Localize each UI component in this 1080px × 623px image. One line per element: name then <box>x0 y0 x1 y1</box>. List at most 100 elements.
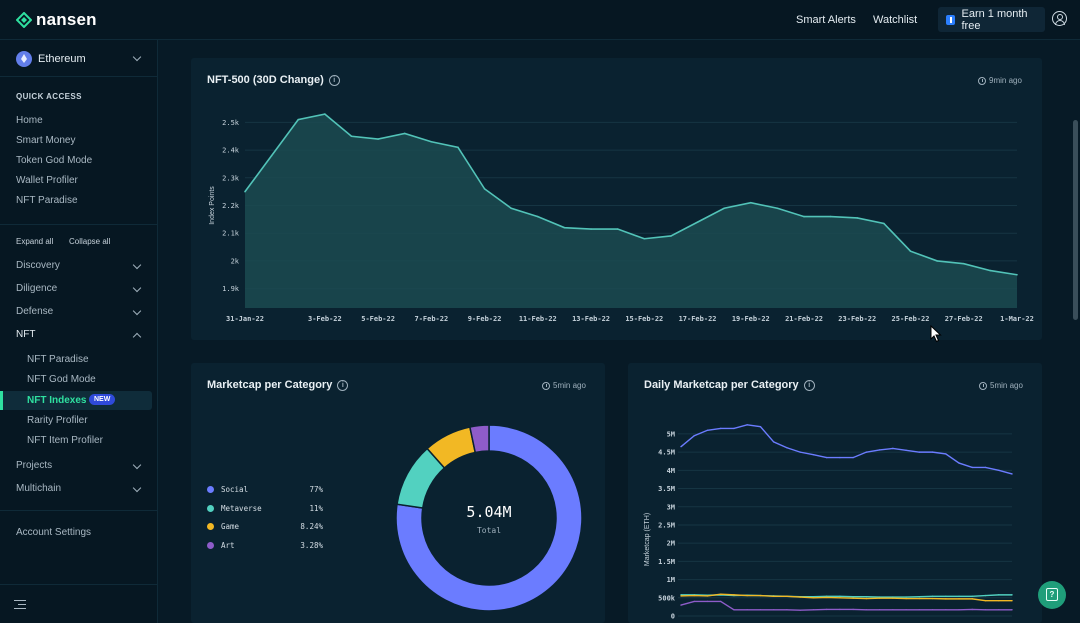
x-tick-label: 31-Jan-22 <box>226 315 264 323</box>
data-point <box>680 445 682 448</box>
sidebar-group-discovery[interactable]: Discovery <box>16 260 142 274</box>
data-point <box>918 596 921 598</box>
data-point <box>825 608 828 611</box>
x-tick-label: 15-Feb-22 <box>625 315 663 323</box>
user-account-icon[interactable] <box>1052 11 1067 26</box>
group-label: NFT <box>16 329 36 340</box>
group-label: Multichain <box>16 483 62 494</box>
data-point <box>706 600 709 603</box>
legend-item-art[interactable]: Art 3.28% <box>207 541 323 550</box>
x-tick-label: 17-Feb-22 <box>679 315 717 323</box>
y-tick-label: 3M <box>667 503 675 511</box>
legend-item-game[interactable]: Game 8.24% <box>207 522 323 531</box>
collapse-sidebar-icon[interactable] <box>14 600 26 610</box>
nav-smart-alerts[interactable]: Smart Alerts <box>796 14 856 26</box>
y-axis-label: Index Points <box>209 186 216 225</box>
sidebar-item-nft-god-mode[interactable]: NFT God Mode <box>27 374 96 385</box>
legend-value: 11% <box>309 503 323 513</box>
sidebar-group-defense[interactable]: Defense <box>16 306 142 320</box>
data-point <box>909 250 912 253</box>
sidebar-item-token-god-mode[interactable]: Token God Mode <box>16 155 93 166</box>
data-point <box>403 132 406 135</box>
sidebar-item-smart-money[interactable]: Smart Money <box>16 135 76 146</box>
sidebar-group-diligence[interactable]: Diligence <box>16 283 142 297</box>
sidebar-item-home[interactable]: Home <box>16 115 43 126</box>
data-point <box>892 596 894 598</box>
nav-watchlist[interactable]: Watchlist <box>873 14 918 26</box>
daily-marketcap-chart[interactable]: 5M 4.5M 4M 3.5M 3M 2.5M 2M 1.5M 1M 500k 0 Marketcap… <box>628 363 1042 623</box>
data-point <box>749 201 752 204</box>
marketcap-title: Marketcap per Category i <box>207 379 349 391</box>
sidebar-group-multichain[interactable]: Multichain <box>16 483 142 497</box>
account-settings-link[interactable]: Account Settings <box>16 527 92 538</box>
data-point <box>1011 600 1013 602</box>
donut-total-value: 5.04M <box>466 503 511 521</box>
sidebar-item-wallet-profiler[interactable]: Wallet Profiler <box>16 175 78 186</box>
expand-all-link[interactable]: Expand all <box>16 237 54 246</box>
data-point <box>962 262 965 265</box>
sidebar-item-nft-paradise[interactable]: NFT Paradise <box>16 195 78 206</box>
data-point <box>270 154 273 157</box>
sidebar-item-rarity-profiler[interactable]: Rarity Profiler <box>27 415 88 426</box>
marketcap-donut-chart[interactable]: 5.04M Total <box>191 363 605 623</box>
sidebar-item-nft-paradise[interactable]: NFT Paradise <box>27 354 89 365</box>
y-tick-label: 2.4k <box>222 147 240 155</box>
updated-text: 5min ago <box>553 381 586 390</box>
nansen-logo[interactable]: nansen <box>16 10 97 30</box>
scrollbar-thumb[interactable] <box>1073 120 1078 320</box>
chevron-down-icon <box>132 306 142 316</box>
divider <box>0 510 158 511</box>
sidebar-item-nft-indexes[interactable]: NFT Indexes NEW <box>0 391 152 410</box>
data-point <box>723 207 725 210</box>
data-point <box>984 600 987 602</box>
data-point <box>706 595 709 597</box>
legend-label: Game <box>221 522 240 531</box>
mouse-cursor-icon <box>930 325 942 343</box>
legend-item-metaverse[interactable]: Metaverse 11% <box>207 504 323 513</box>
sidebar-group-nft[interactable]: NFT <box>16 329 142 343</box>
x-tick-label: 5-Feb-22 <box>361 315 395 323</box>
x-tick-label: 9-Feb-22 <box>468 315 502 323</box>
y-tick-label: 2.5k <box>222 119 240 127</box>
legend-swatch <box>207 541 214 549</box>
data-point <box>998 594 1000 596</box>
data-point <box>616 228 619 230</box>
y-tick-label: 2.1k <box>222 230 240 238</box>
data-point <box>643 237 646 240</box>
data-point <box>852 596 854 598</box>
data-point <box>905 597 907 600</box>
data-point <box>865 451 868 453</box>
y-tick-label: 2.3k <box>222 174 240 182</box>
donut-slice-social <box>395 424 583 612</box>
earn-free-month-button[interactable]: Earn 1 month free <box>938 7 1045 32</box>
collapse-all-link[interactable]: Collapse all <box>69 237 111 246</box>
sidebar-item-nft-item-profiler[interactable]: NFT Item Profiler <box>27 435 103 446</box>
data-point <box>776 207 779 210</box>
data-point <box>998 609 1000 611</box>
panel-title-text: NFT-500 (30D Change) <box>207 74 324 86</box>
panel-title-text: Marketcap per Category <box>207 379 333 391</box>
info-icon[interactable]: i <box>803 379 815 391</box>
info-icon[interactable]: i <box>337 379 349 391</box>
series-line-art <box>680 600 1012 611</box>
group-label: Projects <box>16 460 53 471</box>
data-point <box>825 596 828 599</box>
data-point <box>733 427 735 430</box>
help-button[interactable]: ? <box>1038 581 1066 609</box>
data-point <box>945 598 947 600</box>
y-tick-label: 2k <box>231 257 240 265</box>
info-icon[interactable]: i <box>328 74 340 86</box>
chevron-down-icon <box>132 460 142 470</box>
chain-selector[interactable]: Ethereum <box>16 49 144 69</box>
legend-label: Metaverse <box>221 503 262 513</box>
quick-access-heading: QUICK ACCESS <box>16 92 82 101</box>
nft-500-chart[interactable]: 2.5k 2.4k 2.3k 2.2k 2.1k 2k 1.9k 31-Jan-22 3-Feb… <box>191 58 1042 340</box>
data-point <box>786 609 788 611</box>
data-point <box>693 435 695 437</box>
y-tick-label: 1.5M <box>658 558 675 566</box>
data-point <box>746 424 748 426</box>
legend-item-social[interactable]: Social 77% <box>207 485 323 494</box>
sidebar-group-projects[interactable]: Projects <box>16 460 142 474</box>
data-point <box>945 453 947 455</box>
data-point <box>936 260 938 262</box>
